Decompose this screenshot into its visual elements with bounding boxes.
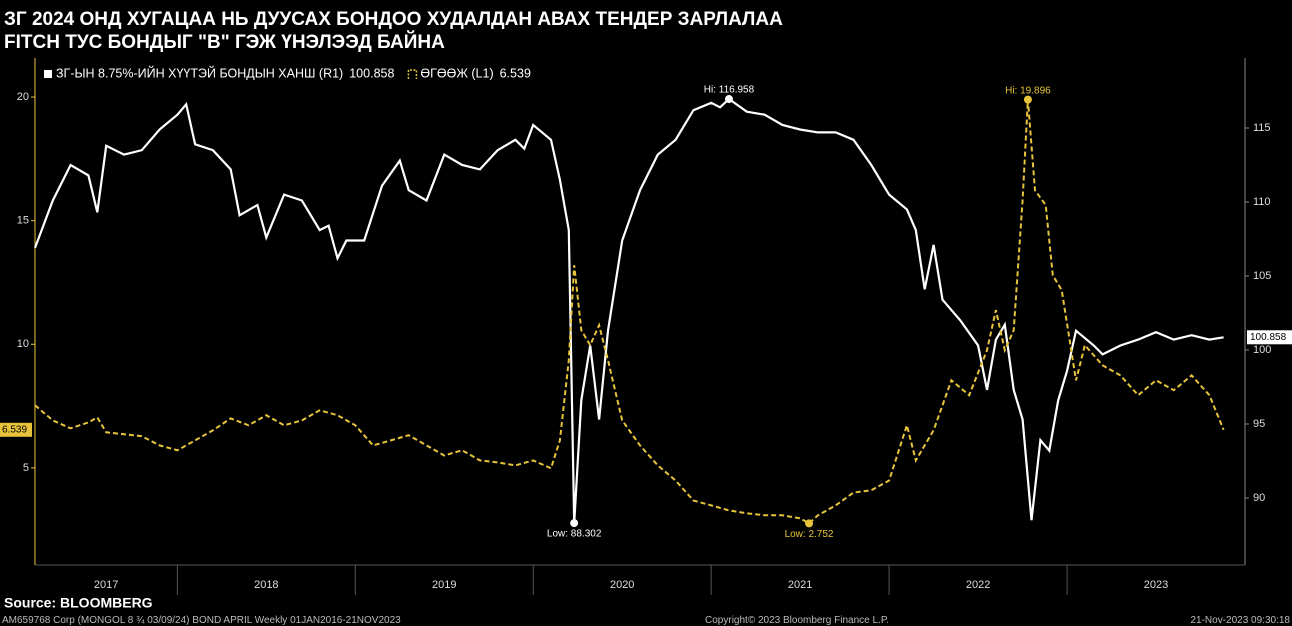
legend-label: ӨГӨӨЖ (L1)	[420, 66, 493, 80]
legend-value: 100.858	[349, 66, 394, 80]
last-value-label: 100.858	[1250, 332, 1287, 343]
extreme-label: Low: 2.752	[785, 529, 834, 540]
x-tick-label: 2018	[254, 579, 278, 591]
last-value-label: 6.539	[2, 424, 27, 435]
x-tick-label: 2021	[788, 579, 812, 591]
last-value-tag	[0, 422, 32, 437]
chart-subtitle: FITCH ТУС БОНДЫГ "B" ГЭЖ ҮНЭЛЭЭД БАЙНА	[4, 31, 445, 53]
series-line	[34, 99, 1225, 525]
y2-tick-label: 105	[1253, 270, 1271, 282]
y-tick-label: 5	[23, 462, 29, 474]
y2-tick-label: 100	[1253, 344, 1271, 356]
extreme-label: Hi: 19.896	[1005, 85, 1051, 96]
y2-tick-label: 90	[1253, 492, 1265, 504]
legend-swatch	[44, 70, 52, 78]
extreme-label: Low: 88.302	[547, 529, 602, 540]
legend-value: 6.539	[500, 66, 531, 80]
y2-tick-label: 115	[1253, 122, 1271, 134]
series-line	[33, 97, 1224, 524]
extreme-marker	[724, 95, 733, 104]
x-tick-label: 2022	[966, 579, 990, 591]
legend-box	[38, 62, 586, 86]
extreme-marker	[570, 519, 579, 528]
chart-title: ЗГ 2024 ОНД ХУГАЦАА НЬ ДУУСАХ БОНДОО ХУД…	[4, 9, 783, 30]
y-tick-label: 10	[17, 338, 29, 350]
y2-tick-label: 110	[1253, 196, 1271, 208]
last-value-tag	[1247, 330, 1292, 345]
legend-swatch	[407, 69, 418, 79]
x-tick-label: 2017	[94, 579, 118, 591]
footer-center: Copyright© 2023 Bloomberg Finance L.P.	[705, 615, 889, 626]
x-tick-label: 2019	[432, 579, 456, 591]
y2-tick-label: 95	[1253, 418, 1265, 430]
y-tick-label: 20	[17, 91, 29, 103]
extreme-label: Hi: 116.958	[704, 85, 755, 96]
source: Source: BLOOMBERG	[4, 595, 153, 611]
extreme-marker	[805, 519, 814, 528]
y-tick-label: 15	[17, 215, 29, 227]
footer-right: 21-Nov-2023 09:30:18	[1190, 615, 1290, 626]
extreme-marker	[1023, 95, 1032, 104]
x-tick-label: 2020	[610, 579, 634, 591]
x-tick-label: 2023	[1144, 579, 1168, 591]
legend-label: ЗГ-ЫН 8.75%-ИЙН ХҮҮТЭЙ БОНДЫН ХАНШ (R1)	[56, 65, 343, 80]
footer-left: AM659768 Corp (MONGOL 8 ¾ 03/09/24) BOND…	[2, 615, 401, 626]
